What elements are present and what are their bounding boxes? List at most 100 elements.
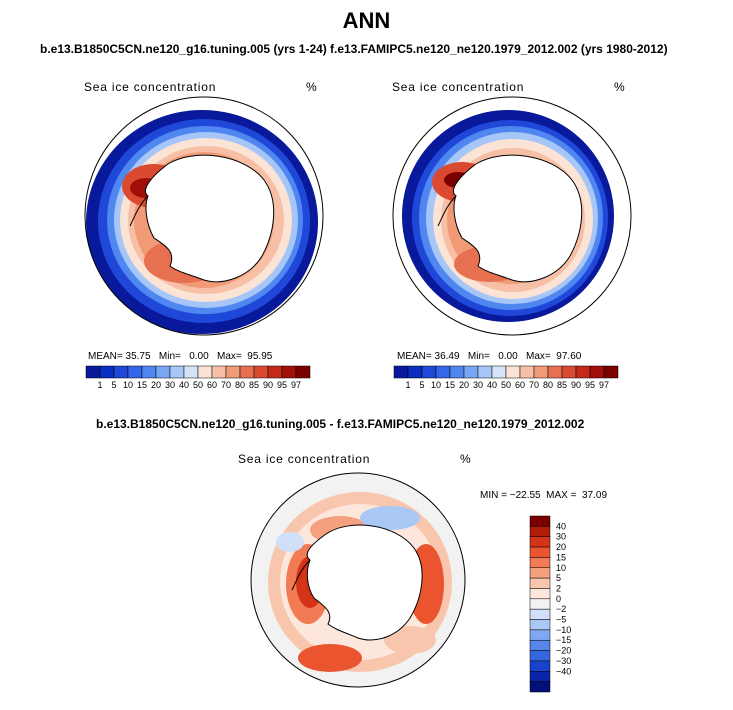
colorbar-tick-label: 10 [123,380,133,390]
colorbar-tick-label: 5 [556,573,561,583]
colorbar-swatch [491,365,507,379]
colorbar-swatch [529,577,551,589]
colorbar-tick-label: 15 [137,380,147,390]
colorbar-tick-label: 20 [151,380,161,390]
colorbar-tick-label: 10 [431,380,441,390]
colorbar-swatch [183,365,199,379]
panel-1-units: % [306,80,317,94]
colorbar-swatch [529,515,551,527]
colorbar-swatch [155,365,171,379]
colorbar-tick-label: 10 [556,563,566,573]
colorbar-tick-label: 30 [165,380,175,390]
panel-1-max-label: Max= [217,351,242,362]
colorbar-tick-label: 20 [556,542,566,552]
colorbar-tick-label: −2 [556,604,566,614]
colorbar-swatch [547,365,563,379]
panel-2-min-label: Min= [467,351,490,362]
colorbar-swatch [529,567,551,579]
panel-1-min: 0.00 [189,351,209,362]
colorbar-swatch [421,365,437,379]
colorbar-tick-label: 80 [235,380,245,390]
map-panel-1 [84,96,324,336]
colorbar-tick-label: 85 [249,380,259,390]
colorbar-tick-label: 90 [571,380,581,390]
panel-2-title: f.e13.FAMIPC5.ne120_ne120.1979_2012.002 … [330,42,668,56]
colorbar-tick-label: −15 [556,635,571,645]
colorbar-swatch [529,639,551,651]
colorbar-swatch [529,681,551,693]
colorbar-tick-label: 90 [263,380,273,390]
colorbar-swatch [529,619,551,631]
colorbar-tick-label: 30 [473,380,483,390]
diff-panel-variable: Sea ice concentration [238,452,371,466]
colorbar-swatch [529,546,551,558]
colorbar-swatch [253,365,269,379]
colorbar-swatch [407,365,423,379]
colorbar-swatch [533,365,549,379]
panel-2-max: 97.60 [556,351,582,362]
colorbar-tick-label: 80 [543,380,553,390]
colorbar-swatch [435,365,451,379]
colorbar-tick-label: 60 [515,380,525,390]
panel-1-max: 95.95 [247,351,273,362]
colorbar-tick-label: 15 [445,380,455,390]
colorbar-swatch [529,671,551,682]
colorbar-swatch [267,365,283,379]
panel-1-title: b.e13.B1850C5CN.ne120_g16.tuning.005 (yr… [40,42,327,56]
panel-2-mean-label: MEAN= [397,351,432,362]
colorbar-tick-label: 2 [556,583,561,593]
colorbar-swatch [85,365,101,379]
colorbar-swatch [281,365,297,379]
colorbar-tick-label: 70 [529,380,539,390]
panel-2-stats: MEAN= 36.49 Min= 0.00 Max= 97.60 [397,351,581,362]
colorbar-panel-1: 1 5 10 15 20 30 40 50 60 70 80 85 90 95 97 [85,365,311,390]
colorbar-tick-label: 85 [557,380,567,390]
colorbar-swatch [127,365,143,379]
panel-2-mean: 36.49 [434,351,460,362]
colorbar-tick-label: 97 [599,380,609,390]
colorbar-tick-label: 20 [459,380,469,390]
colorbar-swatch [197,365,213,379]
colorbar-panel-2: 1 5 10 15 20 30 40 50 60 70 80 85 90 95 97 [393,365,619,390]
colorbar-tick-label: 5 [111,380,116,390]
colorbar-tick-label: −5 [556,615,566,625]
colorbar-swatch [211,365,227,379]
panel-1-stats: MEAN= 35.75 Min= 0.00 Max= 95.95 [88,351,272,362]
colorbar-swatch [529,629,551,641]
colorbar-swatch [589,365,605,379]
colorbar-swatch [519,365,535,379]
diff-panel-title: b.e13.B1850C5CN.ne120_g16.tuning.005 - f… [96,417,585,431]
colorbar-swatch [529,598,551,610]
colorbar-swatch [477,365,493,379]
colorbar-swatch [529,660,551,672]
colorbar-swatch [529,557,551,569]
colorbar-tick-label: −20 [556,646,571,656]
colorbar-swatch [99,365,115,379]
panel-2-units: % [614,80,625,94]
page-title: ANN [342,8,391,33]
panel-1-mean: 35.75 [125,351,151,362]
colorbar-swatch [393,365,409,379]
colorbar-swatch [529,526,551,537]
panel-2-variable: Sea ice concentration [392,80,525,94]
colorbar-swatch [529,608,551,620]
colorbar-swatch [529,588,551,600]
colorbar-swatch [505,365,521,379]
colorbar-tick-label: 0 [556,594,561,604]
colorbar-tick-label: 40 [556,521,566,531]
diff-panel-units: % [460,452,471,466]
colorbar-tick-label: 50 [501,380,511,390]
colorbar-tick-label: 15 [556,552,566,562]
colorbar-tick-label: 95 [585,380,595,390]
colorbar-tick-label: 97 [291,380,301,390]
colorbar-tick-label: −10 [556,625,571,635]
diff-panel-stats: MIN = −22.55 MAX = 37.09 [480,490,608,501]
panel-2-max-label: Max= [526,351,551,362]
colorbar-tick-label: 40 [179,380,189,390]
panel-2-min: 0.00 [498,351,518,362]
colorbar-tick-label: 1 [405,380,410,390]
colorbar-swatch [295,365,311,379]
panel-1-mean-label: MEAN= [88,351,123,362]
map-panel-2 [392,96,632,336]
